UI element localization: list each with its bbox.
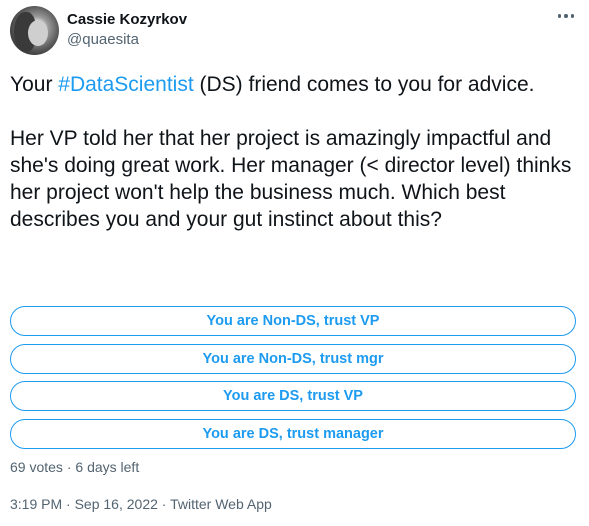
poll-option-nonds-trust-mgr[interactable]: You are Non-DS, trust mgr xyxy=(10,343,576,374)
poll: You are Non-DS, trust VP You are Non-DS,… xyxy=(10,306,576,456)
poll-option-ds-trust-manager[interactable]: You are DS, trust manager xyxy=(10,418,576,449)
poll-option-nonds-trust-vp[interactable]: You are Non-DS, trust VP xyxy=(10,306,576,336)
poll-option-ds-trust-vp[interactable]: You are DS, trust VP xyxy=(10,381,576,411)
avatar[interactable] xyxy=(10,6,59,55)
tweet-text-segment: (DS) friend comes to you for advice. xyxy=(193,73,535,96)
tweet-text-segment: Your xyxy=(10,73,59,96)
poll-meta: 69 votes · 6 days left xyxy=(10,458,139,476)
author-name[interactable]: Cassie Kozyrkov xyxy=(67,11,188,28)
tweet-text: Your #DataScientist (DS) friend comes to… xyxy=(10,71,580,233)
tweet-time[interactable]: 3:19 PM xyxy=(10,496,63,512)
hashtag-link[interactable]: #DataScientist xyxy=(58,73,194,96)
tweet-timestamp: 3:19 PM · Sep 16, 2022 · Twitter Web App xyxy=(10,494,272,514)
poll-votes: 69 votes xyxy=(10,459,63,475)
tweet-source[interactable]: Twitter Web App xyxy=(170,496,272,512)
author-handle[interactable]: @quaesita xyxy=(67,31,139,48)
more-horizontal-icon[interactable] xyxy=(555,10,577,22)
avatar-face-shape xyxy=(28,20,48,46)
tweet-paragraph-1: Your #DataScientist (DS) friend comes to… xyxy=(10,71,580,98)
more-dot xyxy=(564,14,568,18)
more-dot xyxy=(570,14,575,18)
tweet-date[interactable]: Sep 16, 2022 xyxy=(74,496,158,512)
timestamp-separator: · xyxy=(157,496,171,512)
more-dot xyxy=(557,14,562,18)
tweet-paragraph-2: Her VP told her that her project is amaz… xyxy=(10,127,572,231)
poll-time-left: 6 days left xyxy=(75,459,140,475)
timestamp-separator: · xyxy=(62,496,75,512)
poll-meta-separator: · xyxy=(62,459,76,475)
